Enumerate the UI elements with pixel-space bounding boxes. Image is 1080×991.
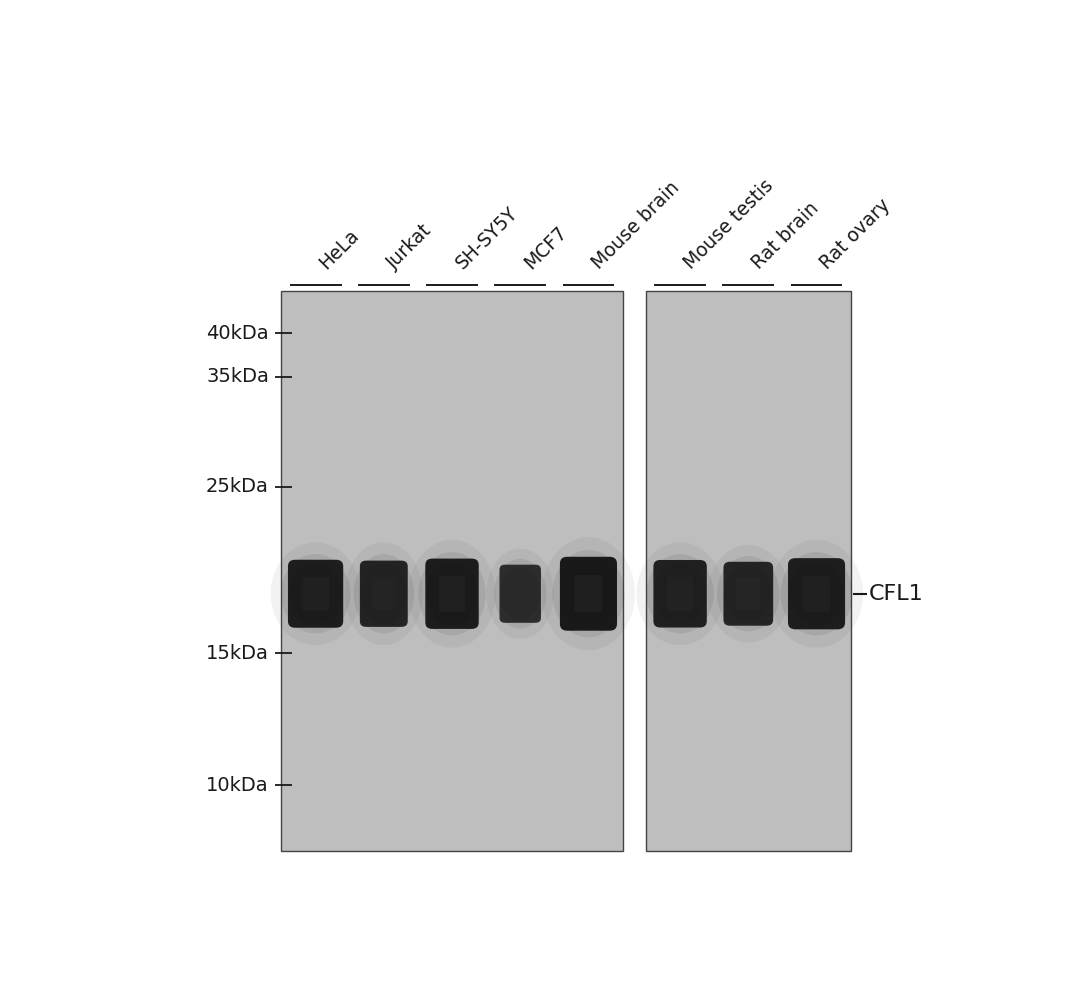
FancyBboxPatch shape <box>802 576 831 611</box>
FancyBboxPatch shape <box>575 575 603 612</box>
Text: Rat ovary: Rat ovary <box>816 195 894 274</box>
Text: Jurkat: Jurkat <box>383 221 436 274</box>
Text: 15kDa: 15kDa <box>206 644 269 663</box>
Ellipse shape <box>707 545 788 642</box>
Text: SH-SY5Y: SH-SY5Y <box>453 204 522 274</box>
Text: 25kDa: 25kDa <box>206 477 269 496</box>
Ellipse shape <box>561 560 616 627</box>
Ellipse shape <box>361 564 407 624</box>
Ellipse shape <box>353 554 414 633</box>
FancyBboxPatch shape <box>653 560 706 627</box>
Ellipse shape <box>647 554 714 633</box>
FancyBboxPatch shape <box>288 560 343 627</box>
Ellipse shape <box>789 562 843 625</box>
Ellipse shape <box>289 564 342 624</box>
Text: Mouse brain: Mouse brain <box>589 178 684 274</box>
Text: CFL1: CFL1 <box>869 584 923 604</box>
FancyBboxPatch shape <box>737 578 760 609</box>
FancyBboxPatch shape <box>788 558 845 629</box>
Text: 40kDa: 40kDa <box>206 324 269 343</box>
Ellipse shape <box>345 542 422 645</box>
FancyBboxPatch shape <box>667 577 693 610</box>
Ellipse shape <box>781 552 852 635</box>
Ellipse shape <box>486 549 554 639</box>
Ellipse shape <box>271 542 361 645</box>
FancyBboxPatch shape <box>302 577 329 610</box>
FancyBboxPatch shape <box>510 579 530 608</box>
Ellipse shape <box>500 567 540 620</box>
Ellipse shape <box>636 542 724 645</box>
Bar <box>646 290 851 851</box>
Text: Rat brain: Rat brain <box>748 199 823 274</box>
Text: Mouse testis: Mouse testis <box>680 176 777 274</box>
Ellipse shape <box>725 565 772 622</box>
FancyBboxPatch shape <box>440 576 465 611</box>
Ellipse shape <box>281 554 350 633</box>
Bar <box>282 290 622 851</box>
FancyBboxPatch shape <box>373 577 395 610</box>
Text: MCF7: MCF7 <box>521 223 570 274</box>
FancyBboxPatch shape <box>500 565 541 622</box>
FancyBboxPatch shape <box>360 561 408 627</box>
Ellipse shape <box>418 552 486 635</box>
Ellipse shape <box>717 556 780 631</box>
Ellipse shape <box>427 562 477 625</box>
FancyBboxPatch shape <box>724 562 773 625</box>
Text: 10kDa: 10kDa <box>206 776 269 795</box>
Ellipse shape <box>770 540 863 648</box>
Text: 35kDa: 35kDa <box>206 368 269 386</box>
Text: HeLa: HeLa <box>315 226 363 274</box>
FancyBboxPatch shape <box>559 557 617 630</box>
Ellipse shape <box>654 564 706 624</box>
Ellipse shape <box>495 559 546 628</box>
Ellipse shape <box>542 537 635 650</box>
FancyBboxPatch shape <box>426 559 478 629</box>
Ellipse shape <box>408 540 496 648</box>
Ellipse shape <box>553 550 624 637</box>
